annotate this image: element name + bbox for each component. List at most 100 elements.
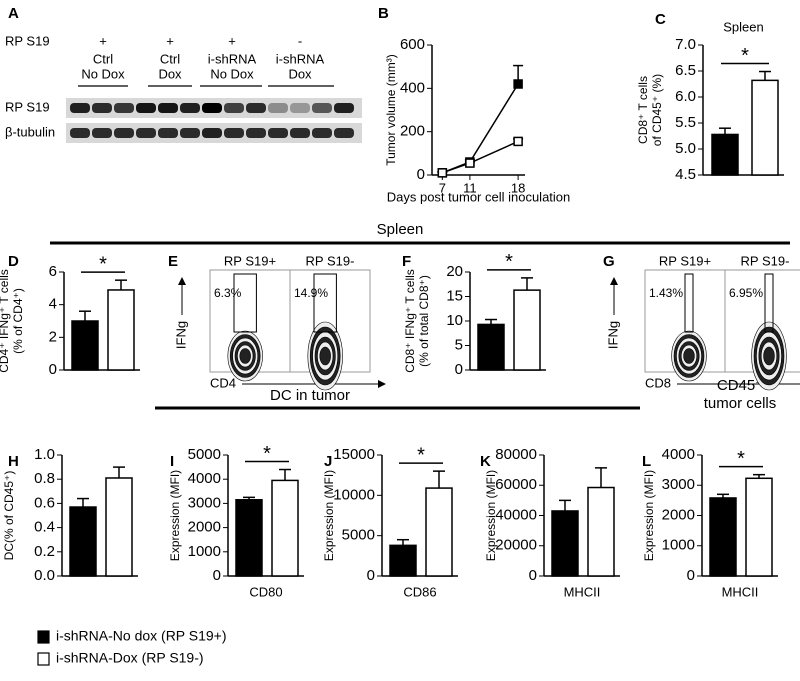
- bar: [105, 477, 133, 577]
- y-axis-label: (% of CD4⁺): [11, 288, 25, 354]
- x-tick-label: 7: [439, 180, 446, 195]
- panel-letter: H: [8, 453, 19, 470]
- bar: [477, 323, 505, 371]
- y-axis-label: Expression (MFI): [168, 470, 182, 561]
- chart-title: Spleen: [723, 19, 763, 34]
- blot-band: [334, 128, 354, 138]
- flow-plot-title: RP S19+: [659, 253, 711, 268]
- panel-letter: D: [8, 253, 19, 270]
- y-axis-label: DC(% of CD45⁺): [2, 471, 16, 561]
- lane-label: Ctrl: [93, 51, 113, 66]
- significance-star: *: [741, 45, 749, 67]
- flow-gate-percent: 1.43%: [649, 286, 683, 300]
- lane-sign: -: [298, 33, 302, 48]
- bar: [425, 487, 453, 577]
- x-axis-label: Days post tumor cell inoculation: [387, 189, 571, 204]
- x-tick-label: 18: [511, 180, 525, 195]
- y-tick-label: 6.0: [675, 88, 696, 105]
- panel-letter: E: [168, 253, 178, 270]
- x-tick-label: 11: [463, 180, 477, 195]
- section-heading: Spleen: [377, 221, 424, 238]
- y-axis-label: Tumor volume (mm³): [384, 54, 398, 166]
- lane-label: No Dox: [81, 66, 125, 81]
- flow-gate-percent: 6.95%: [729, 286, 763, 300]
- y-tick-label: 4000: [662, 446, 695, 463]
- legend-label: i-shRNA-No dox (RP S19+): [56, 628, 227, 644]
- y-tick-label: 2000: [188, 519, 221, 536]
- flow-plot-title: RP S19-: [306, 253, 355, 268]
- y-tick-label: 5.0: [675, 140, 696, 157]
- bar: [271, 479, 299, 577]
- blot-band: [290, 128, 310, 138]
- lane-label: No Dox: [210, 66, 254, 81]
- blot-band: [224, 128, 244, 138]
- y-tick-label: 1000: [662, 537, 695, 554]
- lane-sign: +: [166, 33, 174, 48]
- y-tick-label: 4.5: [675, 166, 696, 183]
- y-tick-label: 40000: [495, 506, 537, 523]
- significance-star: *: [417, 444, 425, 466]
- blot-band: [180, 128, 200, 138]
- panel-letter: A: [8, 5, 19, 22]
- bar: [69, 506, 97, 577]
- flow-x-label: CD8: [645, 375, 671, 390]
- blot-band: [268, 128, 288, 138]
- bar: [235, 499, 263, 577]
- y-tick-label: 5.5: [675, 114, 696, 131]
- y-tick-label: 200: [400, 123, 425, 140]
- blot-band: [246, 128, 266, 138]
- y-tick-label: 1000: [188, 543, 221, 560]
- flow-plot-title: RP S19-: [741, 253, 790, 268]
- lane-label: Dox: [288, 66, 312, 81]
- blot-band: [114, 103, 134, 113]
- flow-y-label: IFNg: [173, 321, 188, 349]
- cd45-heading: CD45⁻: [717, 377, 763, 394]
- flow-gate-percent: 14.9%: [294, 286, 328, 300]
- significance-star: *: [99, 253, 107, 275]
- panel-letter: C: [655, 11, 666, 28]
- lane-label: Ctrl: [160, 51, 180, 66]
- y-tick-label: 20000: [495, 537, 537, 554]
- y-tick-label: 6.5: [675, 62, 696, 79]
- panel-letter: G: [603, 253, 615, 270]
- y-tick-label: 0: [367, 567, 375, 584]
- marker: [437, 168, 448, 178]
- bar: [745, 477, 773, 577]
- y-tick-label: 4000: [188, 470, 221, 487]
- blot-band: [158, 128, 178, 138]
- blot-band: [224, 103, 244, 113]
- flow-contour: [683, 348, 695, 364]
- y-tick-label: 4: [49, 296, 57, 313]
- y-axis-label: Expression (MFI): [484, 470, 498, 561]
- cd45-heading: tumor cells: [704, 395, 777, 412]
- blot-row-label: β-tubulin: [5, 124, 55, 139]
- panel-letter: I: [170, 453, 174, 470]
- y-tick-label: 15: [446, 287, 463, 304]
- panel-letter: K: [480, 453, 491, 470]
- y-tick-label: 400: [400, 79, 425, 96]
- significance-star: *: [505, 251, 513, 273]
- bar: [587, 486, 615, 577]
- y-tick-label: 0.0: [34, 567, 55, 584]
- blot-band: [158, 103, 178, 113]
- bar: [513, 289, 541, 371]
- blot-band: [136, 128, 156, 138]
- y-tick-label: 0: [529, 567, 537, 584]
- y-axis-label: CD8⁺ IFNg⁺ T cells: [403, 269, 417, 373]
- marker: [465, 158, 475, 168]
- bar: [709, 497, 737, 577]
- flow-gate: [313, 273, 337, 333]
- y-tick-label: 20: [446, 263, 463, 280]
- y-axis-label: Expression (MFI): [642, 470, 656, 561]
- section-heading: DC in tumor: [270, 387, 350, 404]
- flow-gate: [684, 273, 694, 333]
- lane-label: i-shRNA: [276, 51, 325, 66]
- x-axis-label: MHCII: [722, 584, 759, 599]
- blot-band: [114, 128, 134, 138]
- flow-x-label: CD4: [210, 375, 236, 390]
- bar: [551, 510, 579, 577]
- y-tick-label: 0.2: [34, 543, 55, 560]
- x-axis-label: CD86: [403, 584, 436, 599]
- y-tick-label: 10: [446, 312, 463, 329]
